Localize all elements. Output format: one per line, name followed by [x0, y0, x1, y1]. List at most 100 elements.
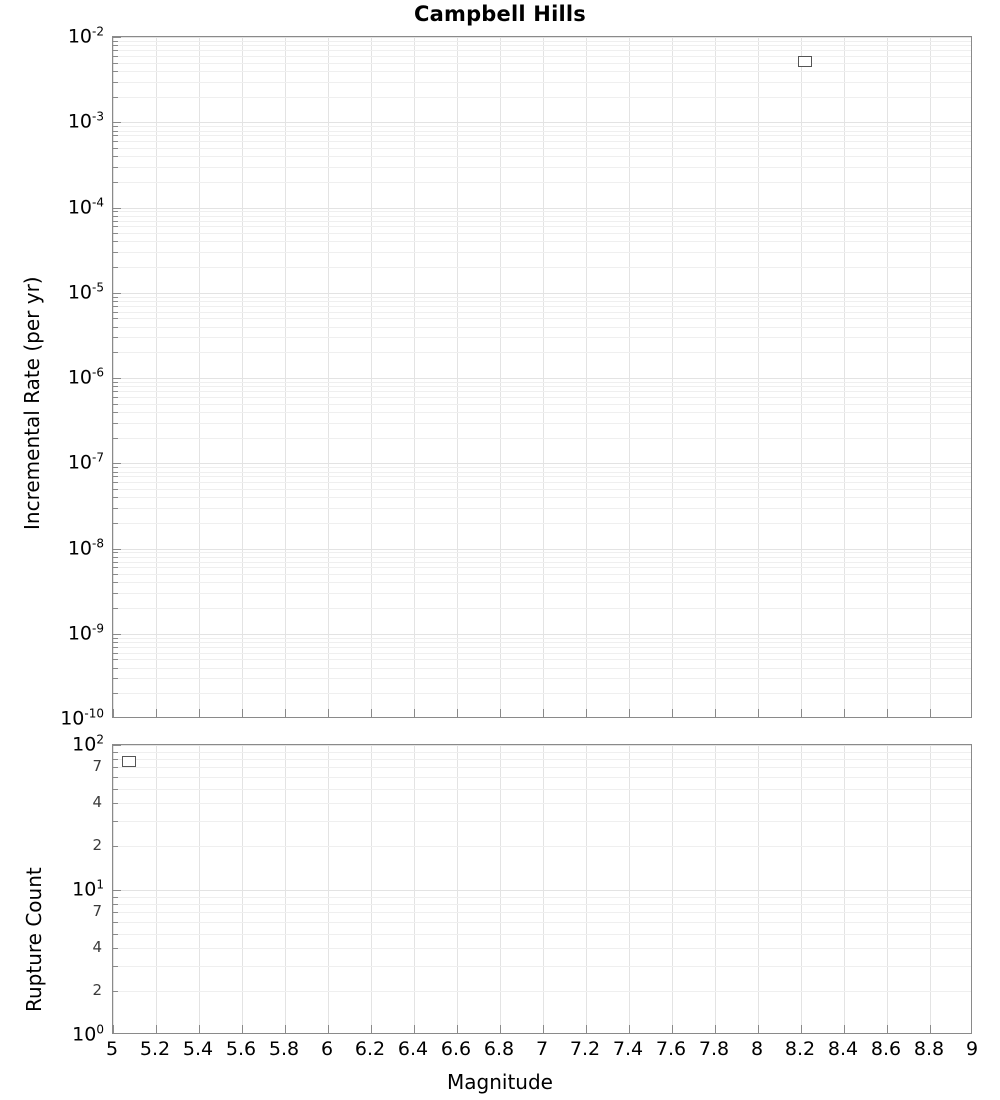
gridline-horizontal-minor — [113, 642, 971, 643]
y-tick-mark-minor — [113, 820, 118, 822]
y-tick-mark-minor — [113, 318, 118, 320]
x-tick-mark — [156, 1025, 157, 1033]
x-tick-mark — [801, 1025, 802, 1033]
gridline-vertical — [543, 745, 544, 1033]
gridline-horizontal-minor — [113, 476, 971, 478]
y-tick-mark-minor — [113, 141, 118, 143]
gridline-horizontal-major — [113, 378, 971, 379]
x-tick-label: 9 — [965, 1038, 979, 1060]
gridline-vertical — [500, 745, 501, 1033]
gridline-horizontal-minor — [113, 81, 971, 83]
top-plot-y-axis-title: Incremental Rate (per yr) — [20, 276, 44, 530]
x-tick-mark — [285, 1025, 286, 1033]
y-tick-mark-minor — [113, 211, 118, 213]
gridline-horizontal-minor — [113, 467, 971, 469]
y-tick-mark-minor — [113, 220, 118, 222]
gridline-horizontal-major — [113, 890, 971, 891]
x-tick-label: 8.2 — [784, 1038, 816, 1060]
y-tick-mark-minor — [113, 70, 118, 72]
y-tick-mark-minor — [113, 482, 118, 484]
y-tick-mark-minor — [113, 301, 118, 302]
y-tick-mark-minor — [113, 326, 118, 328]
y-tick-mark-minor — [113, 391, 118, 393]
x-tick-label: 5.6 — [225, 1038, 257, 1060]
gridline-vertical — [242, 37, 243, 717]
gridline-vertical — [586, 37, 587, 717]
y-tick-label-minor: 2 — [92, 836, 102, 855]
y-tick-mark-minor — [113, 471, 118, 473]
y-tick-mark — [113, 122, 121, 124]
gridline-horizontal-minor — [113, 267, 971, 269]
gridline-horizontal-minor — [113, 522, 971, 524]
gridline-horizontal-minor — [113, 296, 971, 298]
y-tick-mark-minor — [113, 381, 118, 383]
gridline-vertical — [629, 37, 630, 717]
x-tick-mark — [328, 709, 329, 717]
y-tick-mark-minor — [113, 751, 118, 753]
gridline-vertical — [156, 37, 157, 717]
y-tick-mark — [113, 207, 121, 209]
y-tick-mark — [113, 37, 121, 38]
y-tick-mark-minor — [113, 759, 118, 761]
y-tick-label: 10-4 — [67, 194, 104, 219]
y-tick-label: 10-5 — [67, 280, 104, 304]
gridline-horizontal-minor — [113, 422, 971, 424]
x-tick-mark — [844, 1025, 845, 1033]
x-tick-mark — [586, 709, 587, 717]
y-tick-mark-minor — [113, 582, 118, 584]
gridline-vertical — [715, 37, 716, 717]
gridline-horizontal-minor — [113, 220, 971, 222]
y-tick-label-minor: 7 — [92, 902, 102, 921]
y-tick-label: 10-2 — [67, 24, 104, 48]
y-tick-mark-minor — [113, 552, 118, 554]
gridline-horizontal-minor — [113, 241, 971, 243]
gridline-horizontal-minor — [113, 252, 971, 254]
y-tick-mark-minor — [113, 226, 118, 228]
gridline-horizontal-minor — [113, 659, 971, 661]
gridline-horizontal-major — [113, 37, 971, 38]
gridline-horizontal-minor — [113, 386, 971, 388]
y-tick-mark-minor — [113, 45, 118, 47]
y-tick-mark-minor — [113, 55, 118, 57]
gridline-vertical — [285, 37, 286, 717]
gridline-horizontal-minor — [113, 166, 971, 168]
gridline-vertical — [844, 745, 845, 1033]
x-tick-label: 5.8 — [268, 1038, 300, 1060]
y-tick-mark-minor — [113, 767, 118, 769]
x-tick-label: 5.4 — [182, 1038, 214, 1060]
gridline-horizontal-minor — [113, 947, 971, 949]
top-plot-legend — [798, 56, 812, 67]
y-tick-mark-minor — [113, 252, 118, 254]
y-tick-mark-minor — [113, 652, 118, 654]
x-tick-mark — [199, 1025, 200, 1033]
x-tick-label: 8.8 — [913, 1038, 945, 1060]
gridline-vertical — [371, 745, 372, 1033]
y-tick-mark-minor — [113, 50, 118, 52]
y-tick-label: 10-6 — [67, 365, 104, 389]
gridline-vertical — [887, 37, 888, 717]
gridline-horizontal-minor — [113, 141, 971, 143]
gridline-horizontal-minor — [113, 130, 971, 132]
y-tick-label: 102 — [72, 732, 104, 756]
y-tick-mark-minor — [113, 642, 118, 643]
x-tick-label: 7.2 — [569, 1038, 601, 1060]
gridline-horizontal-minor — [113, 846, 971, 848]
y-tick-mark-minor — [113, 81, 118, 83]
gridline-horizontal-minor — [113, 301, 971, 302]
x-tick-label: 7 — [535, 1038, 549, 1060]
y-tick-mark-minor — [113, 488, 118, 490]
x-tick-mark — [801, 709, 802, 717]
x-tick-mark — [371, 709, 372, 717]
gridline-horizontal-minor — [113, 561, 971, 563]
bottom-plot-legend — [122, 756, 136, 767]
y-tick-mark-minor — [113, 497, 118, 499]
gridline-horizontal-major — [113, 292, 971, 294]
gridline-vertical — [801, 745, 802, 1033]
y-tick-mark-minor — [113, 574, 118, 576]
gridline-horizontal-major — [113, 745, 971, 746]
y-tick-mark-minor — [113, 678, 118, 680]
incremental-rate-plot — [112, 36, 972, 718]
gridline-horizontal-minor — [113, 777, 971, 779]
gridline-horizontal-minor — [113, 912, 971, 914]
gridline-horizontal-minor — [113, 574, 971, 576]
